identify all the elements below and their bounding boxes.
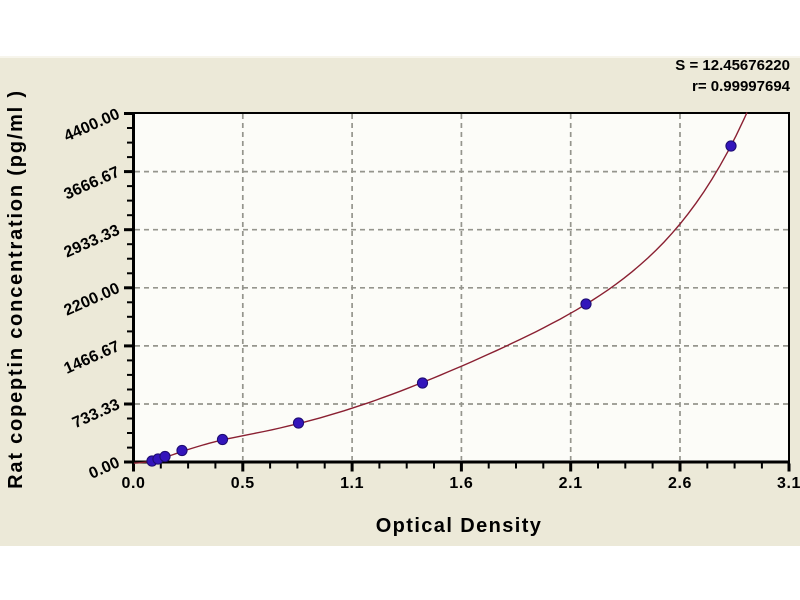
svg-text:S = 12.45676220: S = 12.45676220 xyxy=(675,57,790,74)
svg-text:0.5: 0.5 xyxy=(231,475,255,492)
svg-text:2.1: 2.1 xyxy=(559,475,583,492)
svg-text:1.1: 1.1 xyxy=(340,475,364,492)
svg-text:2.6: 2.6 xyxy=(668,475,692,492)
svg-text:3.1: 3.1 xyxy=(777,475,800,492)
svg-text:0.0: 0.0 xyxy=(121,475,145,492)
svg-text:Rat copeptin concentration (pg: Rat copeptin concentration (pg/ml ) xyxy=(5,89,27,489)
svg-text:r= 0.99997694: r= 0.99997694 xyxy=(692,78,791,95)
svg-text:1.6: 1.6 xyxy=(449,475,473,492)
svg-text:Optical Density: Optical Density xyxy=(376,515,543,537)
